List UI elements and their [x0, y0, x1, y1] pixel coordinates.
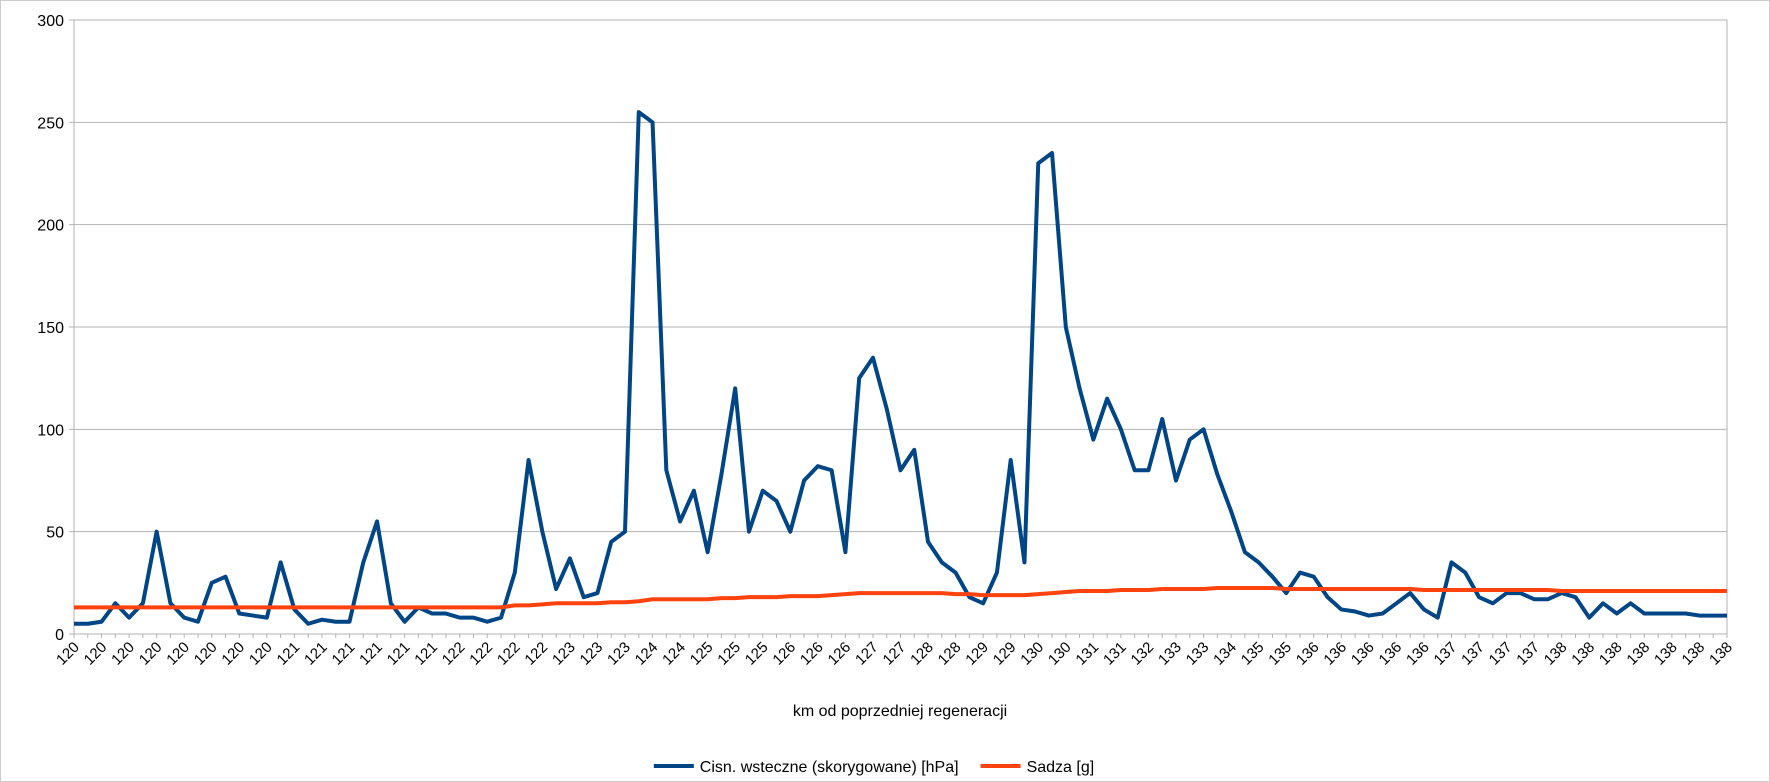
- y-tick-label: 0: [55, 627, 64, 644]
- y-tick-label: 150: [37, 320, 64, 337]
- line-series: [74, 110, 1727, 626]
- y-tick-label: 50: [46, 525, 64, 542]
- legend-label: Sadza [g]: [1027, 759, 1095, 776]
- y-tick-label: 300: [37, 13, 64, 30]
- legend-label: Cisn. wsteczne (skorygowane) [hPa]: [700, 759, 959, 776]
- y-tick-label: 200: [37, 218, 64, 235]
- line-series: [74, 585, 1727, 610]
- y-tick-label: 250: [37, 115, 64, 132]
- x-axis-title: km od poprzedniej regeneracji: [793, 703, 1007, 720]
- y-tick-label: 100: [37, 422, 64, 439]
